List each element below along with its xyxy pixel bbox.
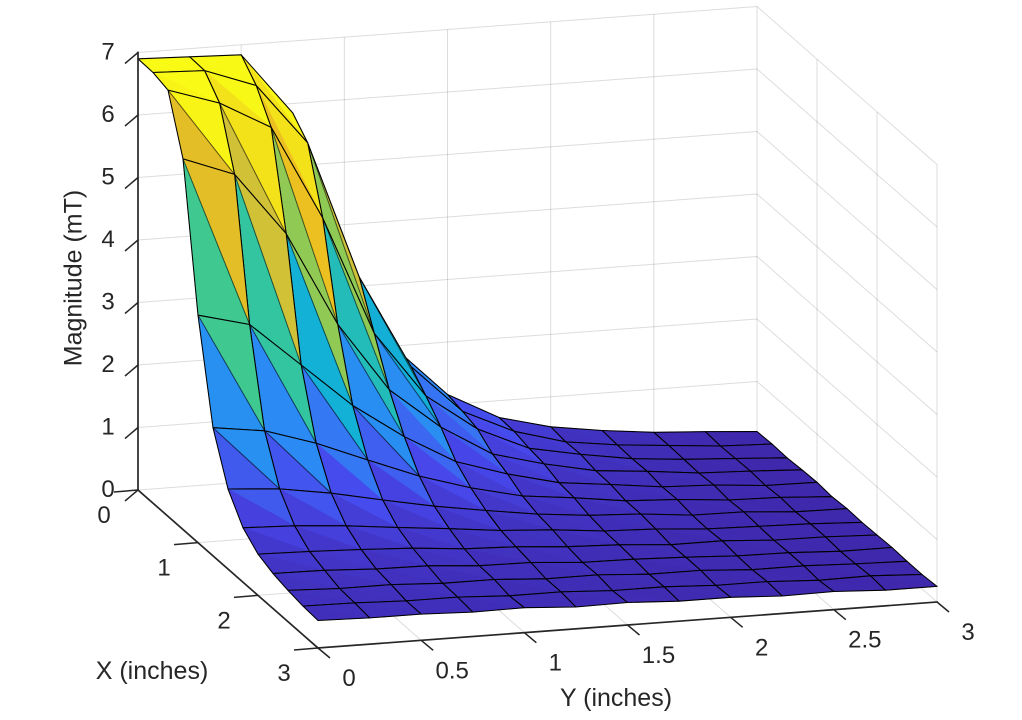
z-tick — [124, 51, 139, 65]
y-tick — [936, 601, 950, 613]
x-axis-line — [136, 488, 320, 650]
grid-line — [756, 6, 938, 165]
y-tick — [317, 647, 331, 659]
grid-line — [756, 131, 938, 290]
grid-line — [756, 193, 938, 353]
z-tick — [124, 426, 139, 440]
x-tick — [233, 594, 259, 599]
surface-crease — [249, 324, 317, 444]
y-tick — [627, 624, 640, 636]
z-tick-label-2: 2 — [101, 351, 114, 378]
x-tick-label-3: 3 — [277, 660, 290, 687]
surface-crease — [197, 314, 266, 432]
grid-line — [756, 256, 938, 415]
surface-crease — [352, 405, 420, 477]
y-tick-label-1: 0.5 — [435, 657, 468, 684]
z-tick-label-3: 3 — [101, 289, 114, 316]
y-tick-label-4: 2 — [755, 634, 768, 661]
z-axis-label: Magnitude (mT) — [59, 189, 88, 367]
grid-line — [756, 68, 938, 228]
z-tick — [124, 176, 139, 190]
surface-crease — [264, 430, 332, 494]
y-tick-label-0: 0 — [342, 665, 355, 692]
z-tick — [124, 239, 139, 252]
z-tick-label-6: 6 — [101, 101, 114, 128]
x-tick — [293, 647, 319, 651]
surface-crease — [219, 102, 287, 234]
y-tick — [523, 632, 537, 644]
surface-crease — [182, 158, 251, 325]
y-axis-label: Y (inches) — [559, 684, 673, 712]
z-tick — [124, 114, 139, 127]
surface-crease — [300, 364, 369, 461]
y-tick-label-2: 1 — [549, 650, 562, 677]
y-tick — [833, 609, 847, 621]
z-tick-label-7: 7 — [101, 39, 114, 66]
z-tick — [124, 489, 139, 502]
surface-crease — [307, 142, 375, 334]
y-tick — [420, 639, 434, 651]
surface-crease — [322, 217, 390, 390]
surface-crease — [337, 323, 405, 437]
grid-line — [756, 381, 938, 540]
surface-crease — [167, 89, 235, 175]
z-tick-label-4: 4 — [101, 226, 114, 253]
z-tick-label-5: 5 — [101, 164, 114, 191]
z-tick — [124, 364, 139, 377]
surface-crease — [285, 233, 354, 406]
z-tick-label-0: 0 — [101, 476, 114, 503]
y-tick — [730, 616, 744, 628]
y-tick-label-3: 1.5 — [642, 642, 675, 669]
surface-crease — [373, 333, 442, 428]
surface-crease — [234, 174, 302, 366]
x-axis-label: X (inches) — [95, 657, 209, 685]
x-tick — [113, 489, 139, 493]
x-tick-label-1: 1 — [157, 555, 170, 582]
y-tick-label-6: 3 — [961, 619, 974, 646]
x-tick-label-2: 2 — [217, 607, 230, 634]
grid-line — [137, 6, 758, 53]
z-tick — [124, 301, 139, 315]
x-tick-label-0: 0 — [97, 502, 110, 529]
surface-crease — [212, 427, 280, 490]
z-tick-label-1: 1 — [101, 414, 114, 441]
grid-line — [756, 318, 938, 478]
surface-mesh-edge — [302, 602, 371, 622]
surface-crease — [270, 127, 339, 325]
x-tick — [173, 541, 199, 546]
y-tick-label-5: 2.5 — [848, 627, 881, 654]
